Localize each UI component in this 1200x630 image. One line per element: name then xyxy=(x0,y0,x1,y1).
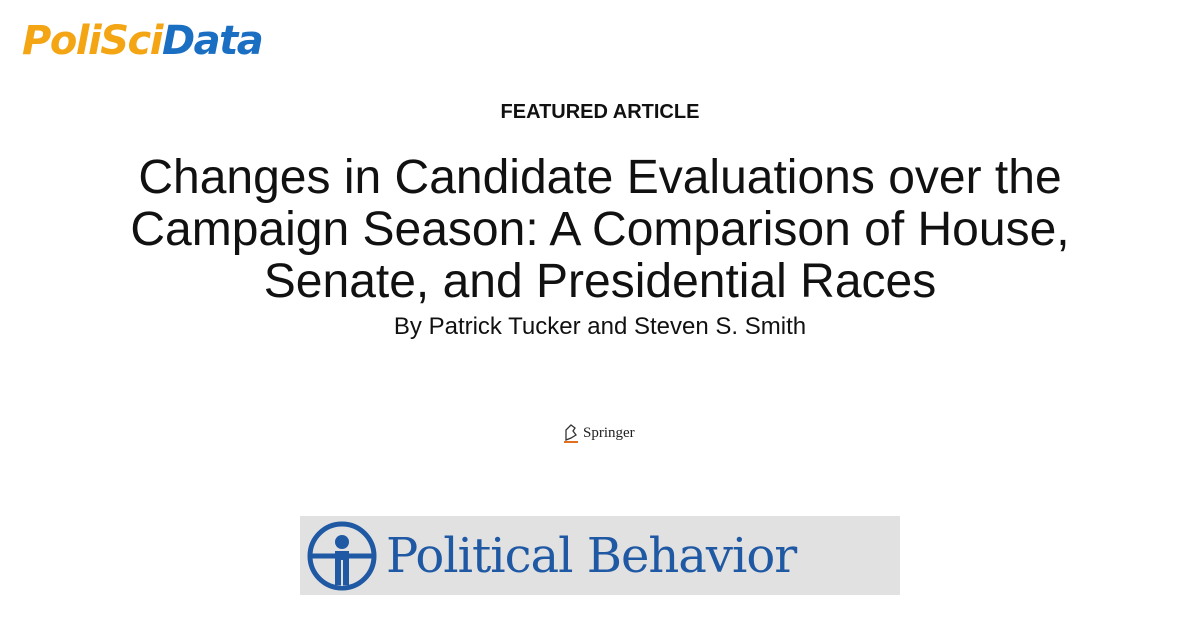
publisher-name: Springer xyxy=(583,424,635,441)
logo-part: Poli xyxy=(22,18,102,64)
journal-emblem xyxy=(307,521,377,590)
publisher-icon xyxy=(564,424,578,443)
journal-name: Political Behavior xyxy=(386,527,797,584)
logo-part: Sci xyxy=(100,18,163,64)
section-label: FEATURED ARTICLE xyxy=(500,101,700,123)
article-title: Changes in Candidate Evaluations over th… xyxy=(130,151,1070,308)
journal-banner: Political Behavior xyxy=(300,516,900,595)
publisher-logo: Springer xyxy=(562,422,635,444)
site-logo[interactable]: PoliSciData xyxy=(22,18,264,64)
logo-part: Data xyxy=(161,18,264,64)
article-authors: By Patrick Tucker and Steven S. Smith xyxy=(393,313,807,340)
